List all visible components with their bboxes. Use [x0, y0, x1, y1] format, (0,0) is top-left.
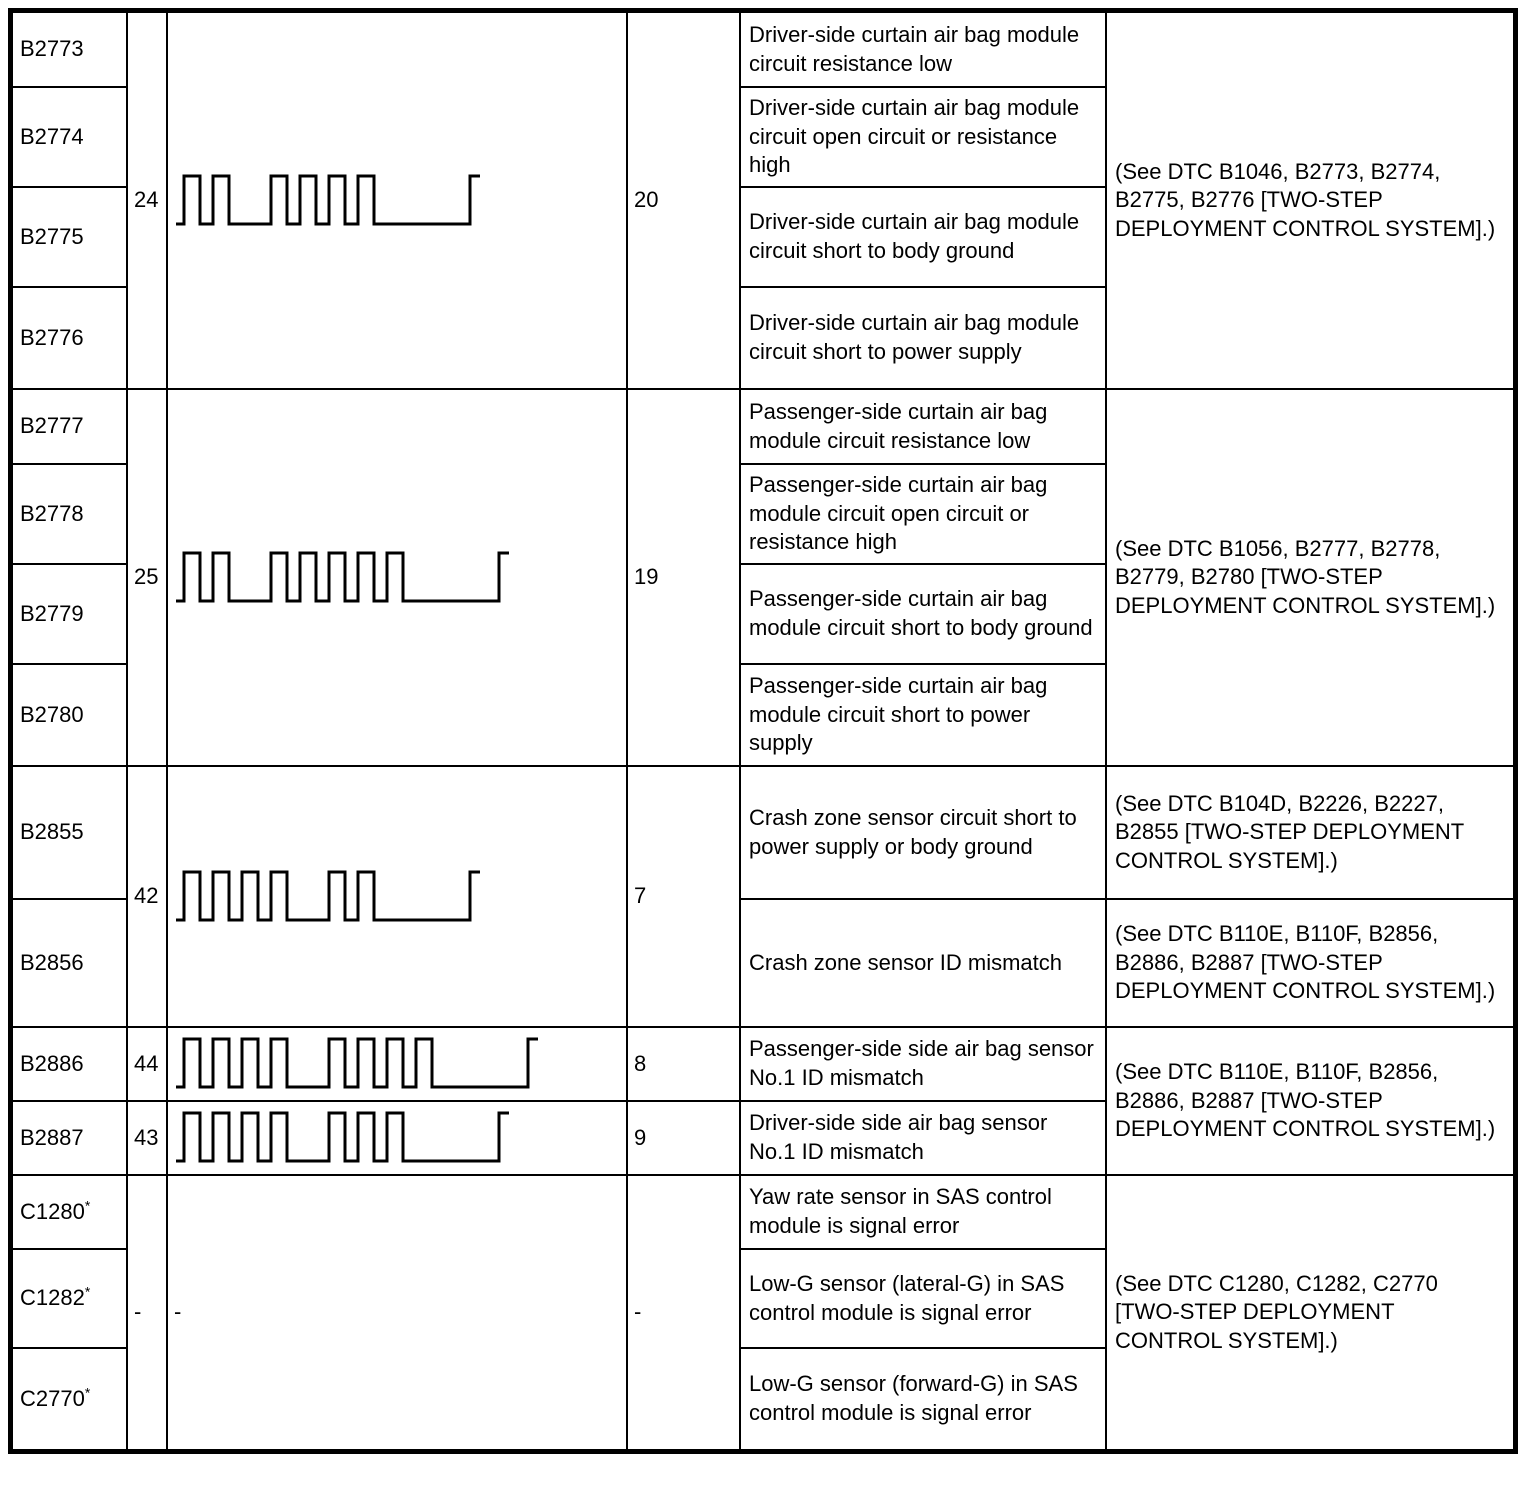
dtc-code: B2777	[11, 388, 128, 465]
dtc-description: Crash zone sensor circuit short to power…	[739, 765, 1107, 900]
output-code: 8	[626, 1026, 741, 1102]
dtc-description: Passenger-side curtain air bag module ci…	[739, 563, 1107, 665]
flash-pattern-waveform	[174, 1035, 620, 1093]
dtc-code: B2887	[11, 1100, 128, 1176]
dtc-reference: (See DTC B110E, B110F, B2856, B2886, B28…	[1105, 1026, 1515, 1176]
flash-code: 42	[126, 765, 168, 1028]
table-outer-frame: B2773 24 20 Driver-side curtain air bag …	[8, 8, 1518, 1454]
dtc-description: Driver-side curtain air bag module circu…	[739, 86, 1107, 188]
dtc-description: Passenger-side curtain air bag module ci…	[739, 463, 1107, 565]
table-row: B2886 44 8 Passenger-side side air bag s…	[11, 1026, 1515, 1176]
table-row: C2770* Low-G sensor (forward-G) in SAS c…	[11, 1347, 1514, 1451]
table-row: B2776 Driver-side curtain air bag module…	[11, 286, 1514, 390]
flash-pattern-cell	[166, 1026, 628, 1102]
flash-code: 44	[126, 1026, 168, 1102]
output-code: -	[626, 1174, 741, 1451]
flash-pattern-cell	[166, 765, 628, 1028]
flash-pattern-cell	[166, 388, 628, 767]
flash-code: 25	[126, 388, 168, 767]
dtc-code: B2775	[11, 186, 128, 288]
dtc-reference: (See DTC B104D, B2226, B2227, B2855 [TWO…	[1105, 765, 1515, 900]
asterisk-note-marker: *	[84, 1197, 91, 1214]
dtc-description: Passenger-side side air bag sensor No.1 …	[739, 1026, 1107, 1102]
dtc-code: B2856	[11, 898, 128, 1028]
table-row: B2856 Crash zone sensor ID mismatch (See…	[11, 898, 1515, 1028]
flash-pattern-cell: -	[166, 1174, 628, 1451]
dtc-code: B2778	[11, 463, 128, 565]
dtc-code: B2776	[11, 286, 128, 390]
table-row: B2855 42 7 Crash zone sensor circuit sho…	[11, 765, 1515, 1028]
table-row: B2778 Passenger-side curtain air bag mod…	[11, 463, 1514, 565]
table-row: B2775 Driver-side curtain air bag module…	[11, 186, 1514, 288]
flash-pattern-cell	[166, 11, 628, 390]
dtc-reference: (See DTC C1280, C1282, C2770 [TWO-STEP D…	[1105, 1174, 1515, 1451]
dtc-description: Low-G sensor (lateral-G) in SAS control …	[739, 1248, 1107, 1349]
dtc-reference: (See DTC B110E, B110F, B2856, B2886, B28…	[1105, 898, 1515, 1028]
dtc-reference: (See DTC B1046, B2773, B2774, B2775, B27…	[1105, 11, 1515, 390]
flash-pattern-cell	[166, 1100, 628, 1176]
flash-code: -	[126, 1174, 168, 1451]
flash-pattern-waveform	[174, 1109, 620, 1167]
dtc-description: Driver-side curtain air bag module circu…	[739, 11, 1107, 88]
dtc-description: Driver-side curtain air bag module circu…	[739, 186, 1107, 288]
dtc-code: B2886	[11, 1026, 128, 1102]
table-row: B2780 Passenger-side curtain air bag mod…	[11, 663, 1514, 767]
asterisk-note-marker: *	[84, 1283, 91, 1300]
dtc-code: C1282*	[11, 1248, 128, 1349]
dtc-description: Passenger-side curtain air bag module ci…	[739, 388, 1107, 465]
dtc-code: C1280*	[11, 1174, 128, 1250]
dtc-description: Yaw rate sensor in SAS control module is…	[739, 1174, 1107, 1250]
flash-pattern-waveform	[174, 172, 620, 230]
flash-code: 43	[126, 1100, 168, 1176]
table-row: B2773 24 20 Driver-side curtain air bag …	[11, 11, 1515, 390]
table-row: B2779 Passenger-side curtain air bag mod…	[11, 563, 1514, 665]
flash-pattern-waveform	[174, 549, 620, 607]
dtc-reference: (See DTC B1056, B2777, B2778, B2779, B27…	[1105, 388, 1515, 767]
dtc-code: C2770*	[11, 1347, 128, 1451]
dtc-code: B2779	[11, 563, 128, 665]
table-row: B2887 43 9 Driver-side side air bag sens…	[11, 1100, 1514, 1176]
dtc-description: Driver-side curtain air bag module circu…	[739, 286, 1107, 390]
output-code: 19	[626, 388, 741, 767]
table-row: C1280* - - - Yaw rate sensor in SAS cont…	[11, 1174, 1515, 1451]
dtc-code: B2780	[11, 663, 128, 767]
flash-pattern-waveform	[174, 868, 620, 926]
dtc-description: Low-G sensor (forward-G) in SAS control …	[739, 1347, 1107, 1451]
dtc-code: B2774	[11, 86, 128, 188]
asterisk-note-marker: *	[84, 1384, 91, 1401]
output-code: 20	[626, 11, 741, 390]
dtc-code: B2855	[11, 765, 128, 900]
dtc-code: B2773	[11, 11, 128, 88]
output-code: 9	[626, 1100, 741, 1176]
output-code: 7	[626, 765, 741, 1028]
table-row: B2774 Driver-side curtain air bag module…	[11, 86, 1514, 188]
flash-code: 24	[126, 11, 168, 390]
dtc-description: Crash zone sensor ID mismatch	[739, 898, 1107, 1028]
table-row: C1282* Low-G sensor (lateral-G) in SAS c…	[11, 1248, 1514, 1349]
dtc-description: Passenger-side curtain air bag module ci…	[739, 663, 1107, 767]
dtc-description: Driver-side side air bag sensor No.1 ID …	[739, 1100, 1107, 1176]
table-row: B2777 25 19 Passenger-side curtain air b…	[11, 388, 1515, 767]
dtc-table: B2773 24 20 Driver-side curtain air bag …	[11, 11, 1515, 1451]
